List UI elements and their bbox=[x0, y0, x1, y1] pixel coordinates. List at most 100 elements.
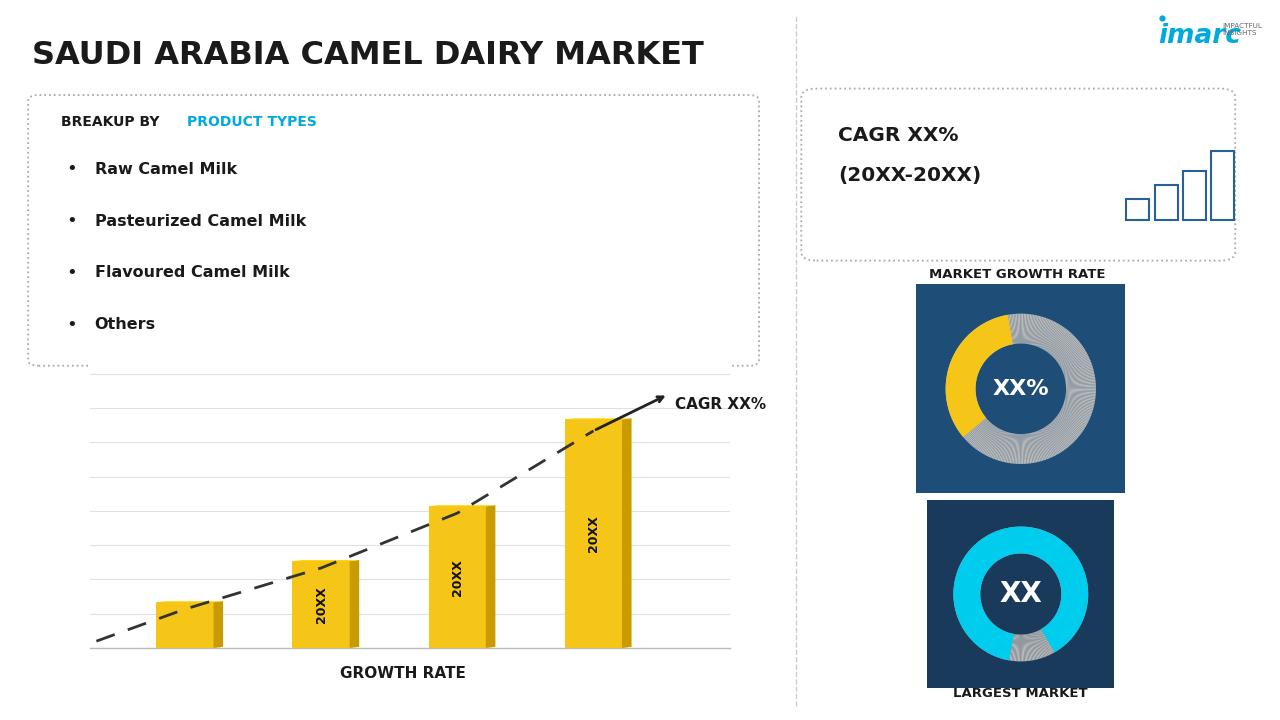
Polygon shape bbox=[1015, 527, 1018, 554]
Polygon shape bbox=[1051, 423, 1071, 446]
Polygon shape bbox=[946, 380, 975, 384]
Polygon shape bbox=[989, 320, 1004, 348]
Polygon shape bbox=[1062, 405, 1092, 417]
Polygon shape bbox=[1030, 634, 1037, 660]
Polygon shape bbox=[948, 368, 978, 377]
Polygon shape bbox=[996, 631, 1006, 657]
Polygon shape bbox=[1024, 527, 1028, 554]
Polygon shape bbox=[1039, 320, 1052, 348]
Polygon shape bbox=[954, 600, 980, 605]
Polygon shape bbox=[975, 425, 995, 449]
Polygon shape bbox=[1060, 350, 1085, 366]
Polygon shape bbox=[987, 535, 1001, 559]
Polygon shape bbox=[970, 621, 991, 640]
Polygon shape bbox=[1051, 621, 1071, 640]
Polygon shape bbox=[1000, 432, 1010, 462]
Polygon shape bbox=[973, 545, 993, 565]
Polygon shape bbox=[1051, 549, 1071, 567]
Polygon shape bbox=[955, 600, 980, 606]
Polygon shape bbox=[1034, 632, 1044, 658]
Polygon shape bbox=[966, 420, 989, 442]
Text: CAGR XX%: CAGR XX% bbox=[675, 397, 767, 412]
Polygon shape bbox=[1051, 422, 1073, 445]
Polygon shape bbox=[1064, 366, 1093, 376]
FancyBboxPatch shape bbox=[801, 89, 1235, 261]
Polygon shape bbox=[998, 317, 1009, 346]
Polygon shape bbox=[968, 421, 989, 444]
Polygon shape bbox=[1065, 372, 1094, 379]
Polygon shape bbox=[1027, 314, 1032, 344]
Polygon shape bbox=[964, 556, 987, 572]
Polygon shape bbox=[1059, 572, 1085, 582]
Polygon shape bbox=[1057, 565, 1083, 577]
Polygon shape bbox=[1056, 613, 1080, 626]
Polygon shape bbox=[1025, 433, 1030, 464]
Polygon shape bbox=[1041, 429, 1056, 456]
Polygon shape bbox=[1007, 315, 1014, 344]
Polygon shape bbox=[947, 375, 977, 382]
Polygon shape bbox=[1048, 424, 1068, 449]
Polygon shape bbox=[974, 624, 993, 644]
Polygon shape bbox=[984, 323, 1000, 349]
Polygon shape bbox=[956, 572, 982, 582]
Polygon shape bbox=[1060, 579, 1087, 585]
Text: MARKET GROWTH RATE: MARKET GROWTH RATE bbox=[929, 268, 1106, 281]
Polygon shape bbox=[1021, 434, 1024, 464]
Polygon shape bbox=[989, 430, 1004, 458]
Polygon shape bbox=[952, 357, 979, 371]
Polygon shape bbox=[1066, 389, 1096, 390]
Polygon shape bbox=[998, 632, 1009, 658]
Polygon shape bbox=[1042, 428, 1057, 456]
Polygon shape bbox=[1014, 434, 1018, 464]
Polygon shape bbox=[1041, 629, 1056, 652]
Polygon shape bbox=[1050, 330, 1070, 354]
Polygon shape bbox=[954, 595, 980, 596]
Polygon shape bbox=[948, 400, 978, 410]
Polygon shape bbox=[996, 431, 1006, 460]
Polygon shape bbox=[1015, 634, 1018, 661]
Polygon shape bbox=[997, 432, 1007, 461]
Polygon shape bbox=[1039, 430, 1052, 458]
Polygon shape bbox=[1066, 394, 1096, 398]
Polygon shape bbox=[1030, 528, 1038, 555]
Polygon shape bbox=[1041, 321, 1056, 348]
Polygon shape bbox=[1066, 386, 1096, 388]
Polygon shape bbox=[952, 356, 980, 370]
Polygon shape bbox=[978, 541, 996, 562]
Polygon shape bbox=[965, 420, 988, 441]
Polygon shape bbox=[960, 612, 984, 625]
Polygon shape bbox=[1025, 634, 1030, 661]
Polygon shape bbox=[983, 537, 998, 560]
Text: 20XX: 20XX bbox=[451, 559, 463, 595]
Polygon shape bbox=[1048, 330, 1069, 354]
Polygon shape bbox=[982, 428, 998, 454]
Polygon shape bbox=[1061, 355, 1089, 369]
Polygon shape bbox=[1066, 392, 1096, 395]
Polygon shape bbox=[1033, 632, 1043, 658]
Polygon shape bbox=[991, 534, 1004, 558]
Polygon shape bbox=[1018, 314, 1020, 343]
Polygon shape bbox=[988, 320, 1002, 348]
Polygon shape bbox=[1023, 527, 1027, 554]
Polygon shape bbox=[1055, 557, 1078, 572]
Polygon shape bbox=[1061, 593, 1088, 594]
Polygon shape bbox=[977, 624, 995, 646]
Polygon shape bbox=[1052, 552, 1074, 570]
Polygon shape bbox=[1065, 369, 1093, 377]
Polygon shape bbox=[951, 405, 979, 418]
Polygon shape bbox=[946, 387, 975, 388]
Polygon shape bbox=[1059, 347, 1084, 364]
Polygon shape bbox=[1061, 584, 1088, 589]
Polygon shape bbox=[954, 597, 980, 600]
Polygon shape bbox=[1057, 346, 1083, 364]
Polygon shape bbox=[965, 617, 988, 633]
Polygon shape bbox=[993, 431, 1005, 459]
Polygon shape bbox=[1053, 616, 1076, 633]
Polygon shape bbox=[998, 530, 1009, 556]
Polygon shape bbox=[1059, 609, 1083, 620]
Polygon shape bbox=[969, 620, 991, 639]
Polygon shape bbox=[1002, 316, 1010, 345]
Polygon shape bbox=[1057, 343, 1082, 362]
Polygon shape bbox=[1025, 527, 1029, 554]
Polygon shape bbox=[982, 627, 998, 650]
